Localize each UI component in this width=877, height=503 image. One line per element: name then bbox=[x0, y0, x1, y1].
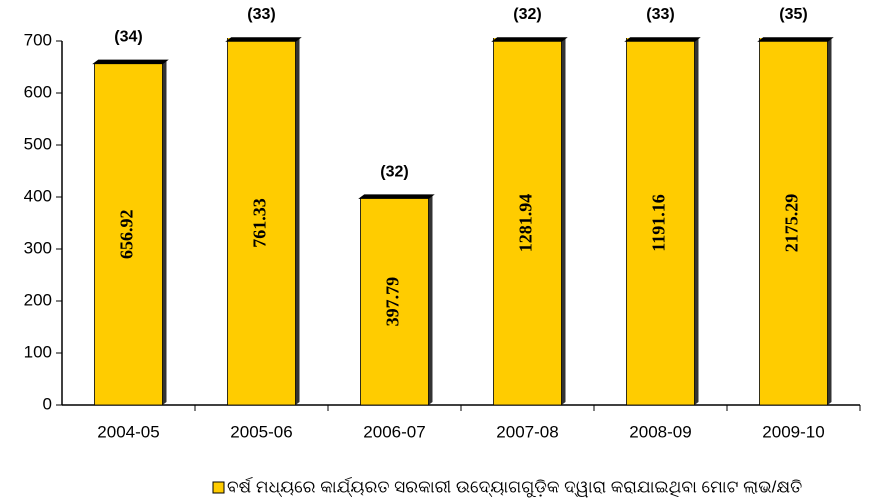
bar-top bbox=[92, 59, 169, 65]
x-tick-label: 2007-08 bbox=[496, 422, 558, 441]
annotation: (33) bbox=[646, 6, 674, 23]
annotation: (34) bbox=[114, 29, 142, 46]
bar bbox=[626, 38, 695, 406]
y-tick-label: 100 bbox=[24, 342, 52, 361]
annotation: (32) bbox=[380, 163, 408, 180]
value-label: 397.79 bbox=[383, 277, 403, 327]
bar bbox=[759, 38, 828, 406]
bar bbox=[360, 197, 429, 406]
value-label: 656.92 bbox=[117, 209, 137, 259]
y-tick-label: 400 bbox=[24, 186, 52, 205]
bar-side bbox=[428, 195, 433, 405]
bar-side bbox=[561, 38, 566, 405]
annotation: (33) bbox=[247, 6, 275, 23]
annotation: (32) bbox=[513, 6, 541, 23]
y-tick-label: 500 bbox=[24, 134, 52, 153]
y-tick-label: 700 bbox=[24, 30, 52, 49]
y-tick-label: 200 bbox=[24, 290, 52, 309]
value-label: 1191.16 bbox=[649, 194, 669, 252]
value-label: 2175.29 bbox=[782, 194, 802, 253]
x-tick-label: 2009-10 bbox=[762, 422, 824, 441]
bar-top bbox=[757, 37, 834, 42]
legend-swatch bbox=[212, 481, 225, 494]
bar-top bbox=[225, 37, 302, 42]
bar-side bbox=[295, 38, 300, 405]
legend-label: ବର୍ଷ ମଧ୍ୟରେ କାର୍ଯ୍ୟରତ ସରକାରୀ ଉଦ୍ୟୋଗଗୁଡ଼ି… bbox=[227, 476, 802, 497]
x-tick-label: 2005-06 bbox=[230, 422, 292, 441]
value-label: 1281.94 bbox=[516, 194, 536, 253]
bar-side bbox=[694, 38, 699, 405]
x-tick-label: 2008-09 bbox=[629, 422, 691, 441]
y-tick-label: 0 bbox=[43, 394, 52, 413]
x-tick-label: 2006-07 bbox=[363, 422, 425, 441]
x-tick-label: 2004-05 bbox=[97, 422, 159, 441]
bar-side bbox=[162, 60, 167, 405]
y-tick-label: 300 bbox=[24, 238, 52, 257]
bar bbox=[227, 38, 296, 406]
bar-top bbox=[624, 37, 701, 42]
annotation: (35) bbox=[779, 6, 807, 23]
bar bbox=[493, 38, 562, 406]
bar-top bbox=[491, 37, 568, 42]
bar-side bbox=[827, 38, 832, 405]
value-label: 761.33 bbox=[250, 198, 270, 248]
bar-top bbox=[358, 194, 435, 199]
bars bbox=[94, 38, 832, 406]
y-tick-label: 600 bbox=[24, 82, 52, 101]
